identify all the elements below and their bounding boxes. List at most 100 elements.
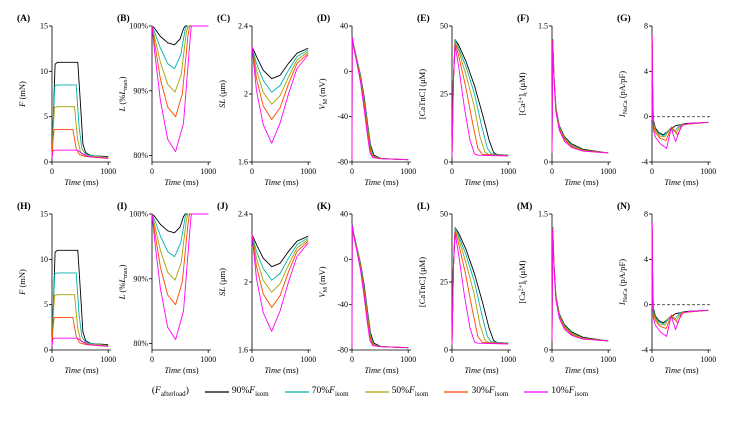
y-tick-label: 40 [340, 210, 348, 219]
panel-letter: (B) [117, 13, 130, 24]
x-tick-label: 1000 [400, 355, 416, 364]
series-line-70%F_isom [151, 213, 209, 258]
series-line-70%F_isom [151, 25, 209, 70]
series-line-10%F_isom [451, 44, 509, 157]
x-axis-label: Time (ms) [564, 177, 598, 187]
y-tick-label: 1.6 [238, 158, 248, 167]
series-line-90%F_isom [351, 223, 409, 349]
series-line-30%F_isom [351, 36, 409, 161]
axes [651, 214, 711, 351]
x-tick-label: 0 [450, 167, 454, 176]
series-line-90%F_isom [551, 227, 609, 342]
panel-cell-F: 0 1.5 0 1000 Time (ms) [Ca2+]i (μM) (F) [516, 10, 616, 198]
x-axis-label: Time (ms) [364, 365, 398, 375]
x-tick-label: 0 [50, 167, 54, 176]
y-tick-label: 0 [644, 112, 648, 121]
panel-letter: (N) [617, 201, 630, 212]
series-line-10%F_isom [351, 224, 409, 349]
axes [51, 214, 111, 351]
panel-cell-D: -80 -40 0 40 0 1000 Time (ms) VM (mV) (D) [316, 10, 416, 198]
panel-letter: (J) [217, 201, 228, 212]
x-tick-label: 0 [350, 355, 354, 364]
y-tick-label: -40 [337, 300, 348, 309]
panel-cell-A: 0 5 10 15 0 1000 Time (ms) F (mN) (A) [16, 10, 116, 198]
y-axis-label: [CaTnC] (μM) [417, 257, 427, 307]
y-tick-label: 10 [40, 255, 48, 264]
panel-letter: (F) [517, 13, 529, 24]
panel-cell-C: 1.6 2 2.4 0 1000 Time (ms) SL (μm) (C) [216, 10, 316, 198]
legend-item-30%F_isom: 30%Fisom [444, 386, 508, 398]
legend-text-seg: isom [255, 389, 269, 398]
series-line-50%F_isom [351, 36, 409, 161]
legend-item-70%F_isom: 70%Fisom [284, 386, 349, 398]
series-line-10%F_isom [251, 234, 309, 332]
y-tick-label: 0 [544, 158, 548, 167]
x-axis-label: Time (ms) [664, 177, 698, 187]
series-line-30%F_isom [251, 46, 309, 120]
axes [251, 26, 311, 163]
series-line-50%F_isom [451, 229, 509, 345]
legend-text-seg: 90% [231, 386, 250, 396]
y-axis-label: [Ca2+]i (μM) [517, 260, 529, 303]
y-axis-label: SL (μm) [217, 80, 227, 108]
axes [551, 214, 611, 351]
x-tick-label: 1000 [700, 355, 716, 364]
series-line-70%F_isom [651, 229, 709, 325]
panel-letter: (A) [17, 13, 30, 24]
legend-line-swatch [444, 391, 469, 393]
legend-text-seg: F [568, 386, 575, 396]
y-tick-label: 5 [44, 300, 48, 309]
x-tick-label: 1000 [100, 167, 116, 176]
series-line-30%F_isom [151, 213, 209, 306]
series-line-90%F_isom [151, 25, 209, 46]
axes [351, 26, 411, 163]
legend-label: 50%Fisom [392, 386, 429, 398]
legend-label: 30%Fisom [471, 386, 508, 398]
y-tick-label: 2.4 [238, 22, 248, 31]
series-line-30%F_isom [551, 228, 609, 342]
series-line-70%F_isom [251, 46, 309, 93]
y-tick-label: 2 [244, 278, 248, 287]
series-line-50%F_isom [151, 213, 209, 281]
legend-text-seg: 30% [471, 386, 489, 396]
y-tick-label: 90% [133, 274, 148, 283]
panel-row-bottom: 0 5 10 15 0 1000 Time (ms) F (mN) (H) 80% 90% 100% 0… [0, 198, 740, 386]
legend-text-seg: F [488, 386, 495, 396]
x-axis-label: Time (ms) [64, 177, 98, 187]
x-tick-label: 1000 [100, 355, 116, 364]
x-tick-label: 1000 [400, 167, 416, 176]
panel-cell-M: 0 1.5 0 1000 Time (ms) [Ca2+]i (μM) (M) [516, 198, 616, 386]
y-tick-label: 0 [444, 158, 448, 167]
series-line-50%F_isom [551, 228, 609, 342]
legend-label: 70%Fisom [312, 386, 349, 398]
y-axis-label: VM (mV) [317, 266, 329, 297]
y-tick-label: 15 [40, 22, 48, 31]
series-line-50%F_isom [351, 224, 409, 349]
y-tick-label: 0 [444, 346, 448, 355]
y-axis-label: F (mN) [17, 81, 27, 108]
series-line-90%F_isom [651, 230, 709, 324]
panel-cell-H: 0 5 10 15 0 1000 Time (ms) F (mN) (H) [16, 198, 116, 386]
panel-cell-B: 80% 90% 100% 0 1000 Time (ms) L (%Lmax) (B) [116, 10, 216, 198]
series-line-90%F_isom [51, 61, 109, 159]
axes [351, 214, 411, 351]
y-axis-label: VM (mV) [317, 78, 329, 109]
x-tick-label: 1000 [500, 355, 516, 364]
panel-cell-N: -4 0 4 8 0 1000 Time (ms) INaCa (pA/pF) (N) [616, 198, 716, 386]
legend-text-seg: isom [414, 389, 429, 398]
panel-letter: (K) [317, 201, 331, 212]
y-tick-label: 0 [544, 346, 548, 355]
legend-line-swatch [364, 391, 389, 393]
panel-cell-K: -80 -40 0 40 0 1000 Time (ms) VM (mV) (K) [316, 198, 416, 386]
y-axis-label: SL (μm) [217, 268, 227, 296]
axes [651, 26, 711, 163]
y-tick-label: 100% [129, 210, 148, 219]
